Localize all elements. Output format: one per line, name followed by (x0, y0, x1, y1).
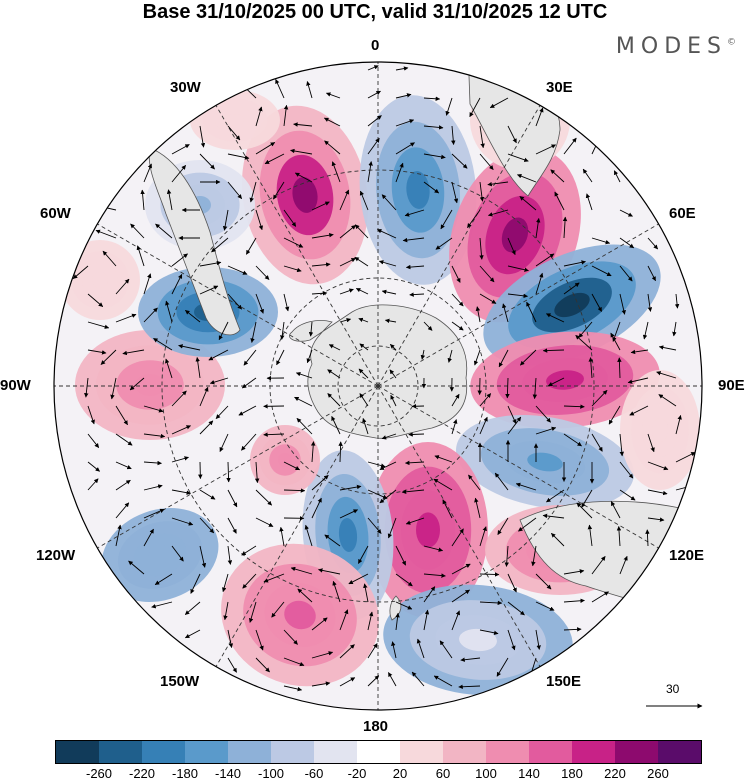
lon-label-150e: 150E (546, 674, 581, 690)
lon-label-150w: 150W (160, 674, 199, 690)
colorbar-ticks: -260 -220 -180 -140 -100 -60 -20 20 60 100 140 180 2… (0, 766, 750, 784)
reference-vector: 30 (644, 682, 704, 712)
colorbar-swatch (357, 741, 400, 763)
colorbar-tick-label: 20 (393, 766, 407, 781)
colorbar-tick-label: 180 (561, 766, 583, 781)
colorbar-swatch (99, 741, 142, 763)
colorbar-swatch (271, 741, 314, 763)
lon-label-180: 180 (363, 719, 388, 735)
colorbar-swatch (228, 741, 271, 763)
colorbar-tick-label: 260 (647, 766, 669, 781)
colorbar-swatch (56, 741, 99, 763)
colorbar-tick-label: -20 (348, 766, 367, 781)
lon-label-90w: 90W (0, 378, 31, 394)
lon-label-120e: 120E (669, 548, 704, 564)
colorbar-swatch (314, 741, 357, 763)
colorbar-swatch (443, 741, 486, 763)
colorbar-tick-label: 140 (518, 766, 540, 781)
colorbar (55, 740, 702, 764)
anomaly-cell (250, 425, 320, 495)
colorbar-tick-label: -60 (305, 766, 324, 781)
colorbar-swatch (400, 741, 443, 763)
colorbar-tick-label: -140 (215, 766, 241, 781)
graticule (48, 56, 708, 716)
colorbar-swatch (615, 741, 658, 763)
lon-label-30e: 30E (546, 80, 573, 96)
colorbar-swatch (658, 741, 701, 763)
colorbar-tick-label: -180 (172, 766, 198, 781)
lon-label-30w: 30W (170, 80, 201, 96)
colorbar-swatch (486, 741, 529, 763)
colorbar-tick-label: 220 (604, 766, 626, 781)
colorbar-tick-label: -260 (86, 766, 112, 781)
colorbar-tick-label: 100 (475, 766, 497, 781)
anomaly-cell (620, 370, 700, 490)
anomaly-cell (190, 90, 280, 150)
colorbar-tick-label: 60 (436, 766, 450, 781)
colorbar-swatch (572, 741, 615, 763)
lon-label-60e: 60E (669, 206, 696, 222)
colorbar-swatch (529, 741, 572, 763)
colorbar-swatch (185, 741, 228, 763)
lon-label-90e: 90E (718, 378, 745, 394)
colorbar-tick-label: -220 (129, 766, 155, 781)
lon-label-0: 0 (371, 38, 379, 54)
colorbar-swatch (142, 741, 185, 763)
colorbar-tick-label: -100 (258, 766, 284, 781)
lon-label-60w: 60W (40, 206, 71, 222)
lon-label-120w: 120W (36, 548, 75, 564)
